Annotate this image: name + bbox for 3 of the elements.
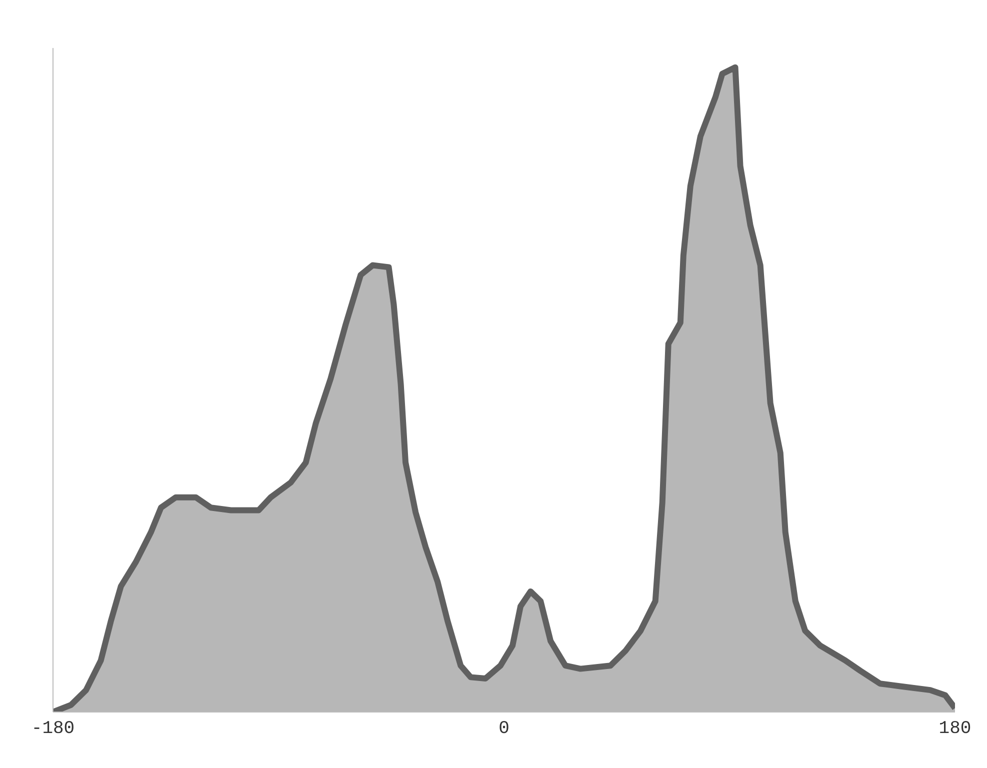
x-tick-label: 180 [938,718,972,739]
x-tick-label: -180 [31,718,75,739]
x-tick-label: 0 [498,718,510,739]
